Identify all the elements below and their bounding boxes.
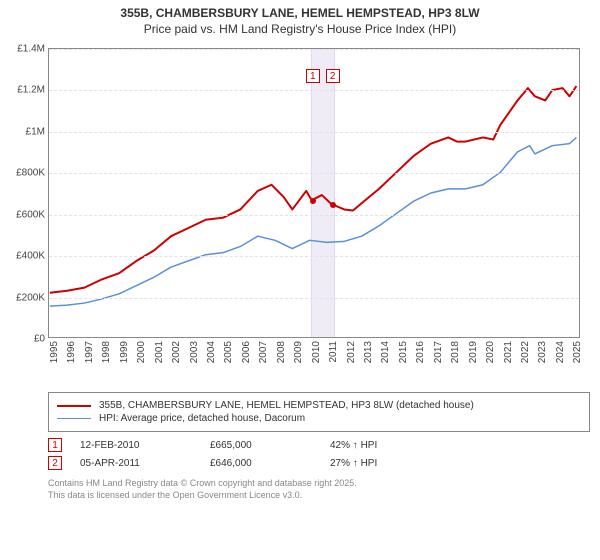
chart-container: £0 £200K £400K £600K £800K £1M £1.2M £1.4M 1995 1… <box>10 44 590 386</box>
x-axis-label: 2014 <box>380 341 391 363</box>
x-axis-label: 2022 <box>520 341 531 363</box>
series-hpi <box>50 137 577 306</box>
x-axis-label: 2006 <box>241 341 252 363</box>
copyright-line-2: This data is licensed under the Open Gov… <box>48 490 590 502</box>
x-axis-label: 2020 <box>485 341 496 363</box>
gridline <box>49 298 579 299</box>
sale-vs-hpi: 27% ↑ HPI <box>330 458 470 469</box>
sale-index-box: 2 <box>48 456 62 470</box>
legend-swatch <box>57 418 91 420</box>
copyright: Contains HM Land Registry data © Crown c… <box>48 478 590 501</box>
legend-item: HPI: Average price, detached house, Daco… <box>57 413 581 424</box>
sale-marker-dot <box>310 198 316 204</box>
gridline <box>49 215 579 216</box>
y-axis-label: £200K <box>16 292 45 303</box>
x-axis-label: 2013 <box>363 341 374 363</box>
x-axis-label: 2017 <box>433 341 444 363</box>
y-axis-label: £1.2M <box>17 85 45 96</box>
title-line-2: Price paid vs. HM Land Registry's House … <box>10 22 590 36</box>
x-axis-label: 2000 <box>136 341 147 363</box>
y-axis-label: £0 <box>34 334 45 345</box>
legend-label: 355B, CHAMBERSBURY LANE, HEMEL HEMPSTEAD… <box>99 400 474 411</box>
sale-index-box: 1 <box>48 438 62 452</box>
sale-vs-hpi: 42% ↑ HPI <box>330 440 470 451</box>
x-axis-label: 2018 <box>450 341 461 363</box>
sale-marker-box: 1 <box>306 69 320 83</box>
x-axis-label: 1998 <box>101 341 112 363</box>
x-axis-label: 2002 <box>171 341 182 363</box>
gridline <box>49 90 579 91</box>
series-price_paid <box>50 86 577 293</box>
legend-item: 355B, CHAMBERSBURY LANE, HEMEL HEMPSTEAD… <box>57 400 581 411</box>
x-axis-label: 2001 <box>154 341 165 363</box>
x-axis-label: 2025 <box>572 341 583 363</box>
x-axis-label: 1995 <box>49 341 60 363</box>
x-axis-label: 2004 <box>206 341 217 363</box>
y-axis-label: £1.4M <box>17 44 45 55</box>
y-axis-label: £400K <box>16 251 45 262</box>
sale-marker-dot <box>330 202 336 208</box>
x-axis-label: 2003 <box>189 341 200 363</box>
table-row: 2 05-APR-2011£646,00027% ↑ HPI <box>48 456 590 470</box>
chart-title-block: 355B, CHAMBERSBURY LANE, HEMEL HEMPSTEAD… <box>0 0 600 40</box>
y-axis-label: £600K <box>16 209 45 220</box>
x-axis-label: 2021 <box>503 341 514 363</box>
line-layer <box>49 49 579 337</box>
x-axis-label: 2009 <box>293 341 304 363</box>
gridline <box>49 49 579 50</box>
x-axis-label: 2015 <box>398 341 409 363</box>
x-axis-label: 2008 <box>276 341 287 363</box>
x-axis-label: 2024 <box>555 341 566 363</box>
y-axis-label: £1M <box>26 126 45 137</box>
table-row: 1 12-FEB-2010£665,00042% ↑ HPI <box>48 438 590 452</box>
x-axis-label: 2023 <box>537 341 548 363</box>
sale-date: 05-APR-2011 <box>80 458 210 469</box>
x-axis-label: 1996 <box>66 341 77 363</box>
x-axis-label: 2011 <box>328 341 339 363</box>
legend-swatch <box>57 405 91 407</box>
x-axis-label: 2010 <box>311 341 322 363</box>
y-axis-label: £800K <box>16 168 45 179</box>
x-axis-label: 1997 <box>84 341 95 363</box>
sale-price: £665,000 <box>210 440 330 451</box>
plot-area: £0£200K£400K£600K£800K£1M£1.2M£1.4M19951… <box>48 48 580 338</box>
x-axis-label: 1999 <box>119 341 130 363</box>
gridline <box>49 132 579 133</box>
gridline <box>49 173 579 174</box>
x-axis-label: 2007 <box>258 341 269 363</box>
title-line-1: 355B, CHAMBERSBURY LANE, HEMEL HEMPSTEAD… <box>10 6 590 20</box>
sale-price: £646,000 <box>210 458 330 469</box>
sale-date: 12-FEB-2010 <box>80 440 210 451</box>
legend: 355B, CHAMBERSBURY LANE, HEMEL HEMPSTEAD… <box>48 392 590 432</box>
x-axis-label: 2012 <box>346 341 357 363</box>
x-axis-label: 2016 <box>415 341 426 363</box>
x-axis-label: 2005 <box>223 341 234 363</box>
sale-marker-box: 2 <box>326 69 340 83</box>
gridline <box>49 256 579 257</box>
legend-label: HPI: Average price, detached house, Daco… <box>99 413 305 424</box>
copyright-line-1: Contains HM Land Registry data © Crown c… <box>48 478 590 490</box>
sales-table: 1 12-FEB-2010£665,00042% ↑ HPI 2 05-APR-201… <box>48 438 590 470</box>
x-axis-label: 2019 <box>468 341 479 363</box>
